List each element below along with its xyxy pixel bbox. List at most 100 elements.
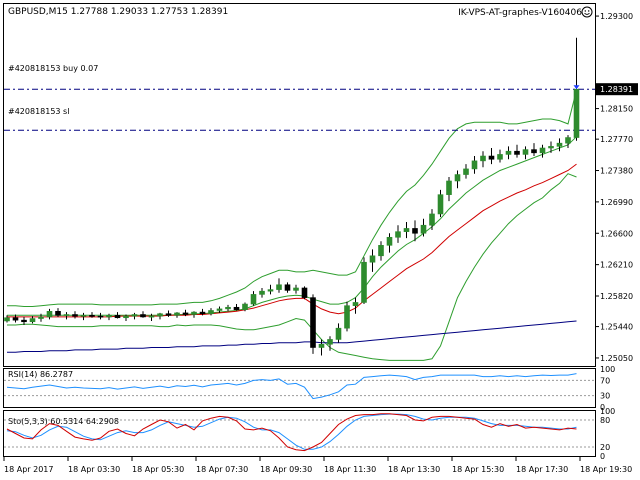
candle [480,151,486,168]
candle-body [114,315,121,319]
candle [165,310,172,317]
price-tick-label: 1.28150 [600,105,633,114]
candle-body [420,224,427,234]
candle-body [38,316,44,319]
rsi-tick-label: 70 [600,376,610,385]
candle [259,287,265,298]
candle-body [293,287,299,291]
candle-body [429,213,435,226]
order-level-lines [4,88,595,131]
candle [378,241,384,261]
smiley-icon[interactable] [581,6,593,18]
candle [522,146,529,160]
candle [97,312,104,320]
candle-body [446,180,452,195]
candle [471,156,478,174]
price-panel-frame [3,3,596,367]
candle [250,291,257,306]
candle [216,306,223,313]
candle-body [12,317,19,321]
time-tick-label: 18 Apr 11:30 [324,465,376,474]
candle-body [310,297,316,348]
candle [89,312,95,318]
time-tick-label: 18 Apr 2017 [4,465,53,474]
candle [327,336,333,351]
price-tick-label: 1.26210 [600,261,633,270]
candle [63,312,70,320]
candle-body [344,305,350,329]
rsi-panel-frame [3,368,596,408]
bollinger-upper [7,89,577,307]
candle [369,249,376,272]
price-tick-label: 1.29300 [600,12,633,21]
candle-body [352,302,359,306]
candle [463,164,469,179]
candle [437,189,444,218]
candle-body [548,146,554,149]
price-tick-label: 1.26600 [600,229,633,238]
symbol-header: GBPUSD,M15 1.27788 1.29033 1.27753 1.283… [8,7,228,17]
candle-body [335,327,342,340]
candle [29,316,36,324]
time-tick-label: 18 Apr 07:30 [196,465,248,474]
buy-arrow-marker [573,85,580,90]
candle-body [471,160,478,170]
candle-body [412,228,418,234]
rsi-tick-label: 100 [600,365,615,374]
candle-body [573,88,580,138]
candle-body [165,313,172,316]
candle [539,144,546,158]
candle [12,314,19,323]
candle-body [4,317,10,322]
stochastic-indicator [4,413,595,452]
candle-body [191,311,197,315]
rsi-label: RSI(14) 86.2787 [8,370,73,379]
candle [514,144,520,158]
candle [556,138,563,152]
candle [242,302,248,312]
candle-body [89,315,95,317]
candle-body [208,310,214,315]
candle-body [225,306,231,310]
candle-body [233,306,240,310]
candle-body [284,284,291,291]
candle-body [63,314,70,316]
candle [548,141,554,153]
candle-body [539,147,546,154]
candle-body [106,315,112,318]
price-tick-label: 1.25050 [600,354,633,363]
candle [284,282,291,293]
candle [55,308,61,317]
time-tick-label: 18 Apr 19:30 [580,465,632,474]
candle [395,225,401,243]
price-tick-label: 1.25820 [600,292,633,301]
candle [361,257,367,305]
candle-body [497,154,503,160]
candle [208,308,214,316]
candle-body [378,245,384,257]
sto-tick-label: 20 [600,443,610,452]
candle [4,315,10,323]
candle-body [318,343,325,348]
time-tick-label: 18 Apr 13:30 [388,465,440,474]
candle-body [55,310,61,316]
rsi-tick-label: 0 [600,403,605,412]
candle [310,294,316,354]
candle-body [505,150,512,155]
candle-body [386,236,393,246]
current-price-box [596,83,638,96]
candle [157,312,163,320]
candle [21,316,27,325]
candle-body [182,312,189,315]
candle [131,312,138,320]
current-price-label: 1.28391 [600,85,633,94]
rsi-line [6,373,577,400]
candle [225,304,231,312]
candle-body [480,155,486,162]
candle [335,323,342,343]
time-axis: 18 Apr 2017 18 Apr 03:30 18 Apr 05:30 18 Ap… [3,457,632,474]
price-tick-label: 1.27770 [600,135,633,144]
bollinger-lower [7,173,577,361]
ma-blue-line [7,320,577,353]
